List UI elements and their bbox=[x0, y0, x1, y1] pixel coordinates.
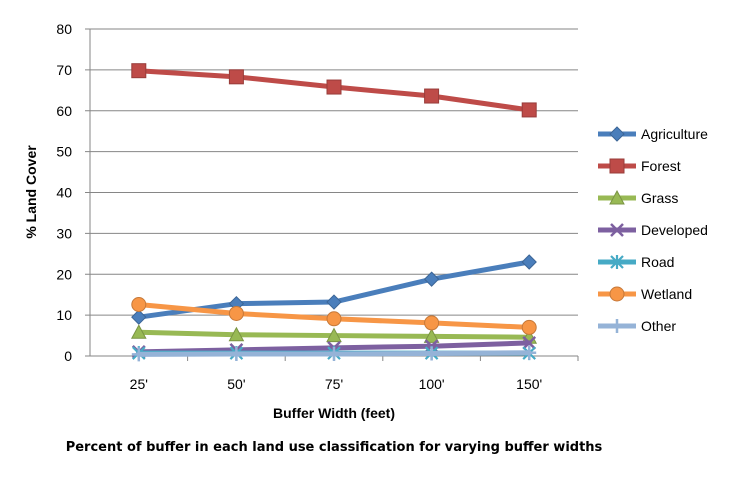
x-tick-label: 50' bbox=[227, 376, 245, 392]
x-tick-label: 75' bbox=[325, 376, 343, 392]
legend-agriculture-label: Agriculture bbox=[641, 126, 708, 142]
series-wetland-marker bbox=[228, 305, 244, 321]
legend-grass-label: Grass bbox=[641, 190, 678, 206]
legend-grass: Grass bbox=[598, 189, 678, 206]
x-tick-label: 25' bbox=[130, 376, 148, 392]
gridlines bbox=[90, 28, 578, 316]
series-wetland-marker bbox=[131, 296, 147, 312]
series-other bbox=[131, 345, 537, 362]
series-forest-marker bbox=[131, 63, 147, 79]
y-tick-label: 20 bbox=[56, 266, 72, 282]
series-grass-marker bbox=[423, 328, 440, 343]
series-forest-marker bbox=[228, 69, 244, 85]
x-axis-ticks: 25' 50' 75' 100' 150' bbox=[130, 356, 579, 392]
series-agriculture-marker bbox=[521, 254, 537, 270]
series-forest-marker bbox=[521, 102, 537, 118]
series-wetland-marker bbox=[424, 315, 440, 331]
legend-road: Road bbox=[598, 254, 674, 270]
series-other-marker bbox=[424, 346, 439, 361]
series-wetland-marker bbox=[521, 319, 537, 335]
x-tick-label: 100' bbox=[419, 376, 445, 392]
figure-caption: Percent of buffer in each land use class… bbox=[65, 440, 603, 455]
y-axis-ticks: 0 10 20 30 40 50 60 70 80 bbox=[56, 21, 90, 364]
series-developed-marker bbox=[522, 336, 537, 350]
y-tick-label: 0 bbox=[64, 348, 72, 364]
y-tick-label: 70 bbox=[56, 62, 72, 78]
legend-agriculture: Agriculture bbox=[598, 126, 708, 142]
series-grass-marker bbox=[326, 327, 342, 343]
legend-other: Other bbox=[598, 318, 676, 334]
legend-wetland-marker bbox=[609, 286, 625, 302]
x-tick-label: 150' bbox=[516, 376, 542, 392]
series-forest-marker bbox=[326, 79, 342, 95]
y-tick-label: 10 bbox=[56, 307, 72, 323]
legend-other-marker bbox=[610, 319, 624, 333]
y-tick-label: 80 bbox=[56, 21, 72, 37]
series-grass-marker bbox=[228, 326, 245, 342]
series-forest bbox=[131, 63, 537, 118]
legend-other-label: Other bbox=[641, 318, 676, 334]
series-agriculture-marker bbox=[131, 309, 147, 325]
legend-grass-marker bbox=[609, 189, 625, 205]
legend-forest-label: Forest bbox=[641, 158, 681, 174]
legend-developed: Developed bbox=[598, 222, 708, 238]
legend-developed-label: Developed bbox=[641, 222, 708, 238]
legend-forest-marker bbox=[609, 158, 625, 174]
legend-wetland-label: Wetland bbox=[641, 286, 692, 302]
y-tick-label: 50 bbox=[56, 144, 72, 160]
y-tick-label: 60 bbox=[56, 103, 72, 119]
legend-forest: Forest bbox=[598, 158, 681, 174]
series-grass-marker bbox=[130, 324, 147, 339]
series-grass bbox=[130, 324, 538, 344]
legend-agriculture-marker bbox=[609, 126, 625, 142]
series-wetland bbox=[131, 296, 537, 335]
series-agriculture-marker bbox=[326, 294, 342, 310]
series-forest-marker bbox=[424, 88, 440, 104]
series-other-marker bbox=[327, 346, 341, 361]
legend-road-label: Road bbox=[641, 254, 674, 270]
series-lines bbox=[130, 63, 538, 362]
x-axis-label: Buffer Width (feet) bbox=[273, 405, 395, 421]
series-agriculture-marker bbox=[423, 271, 440, 287]
series-other-marker bbox=[131, 347, 146, 362]
y-axis-label: % Land Cover bbox=[23, 145, 39, 239]
legend-wetland: Wetland bbox=[598, 286, 692, 302]
legend: Agriculture Forest Grass Developed Road Wetla… bbox=[598, 126, 708, 334]
legend-developed-marker bbox=[610, 223, 624, 237]
legend-road-marker bbox=[610, 255, 624, 269]
series-other-marker bbox=[229, 346, 244, 361]
y-tick-label: 40 bbox=[56, 185, 72, 201]
y-tick-label: 30 bbox=[56, 225, 72, 241]
series-other-marker bbox=[522, 345, 537, 360]
series-wetland-marker bbox=[326, 311, 342, 327]
